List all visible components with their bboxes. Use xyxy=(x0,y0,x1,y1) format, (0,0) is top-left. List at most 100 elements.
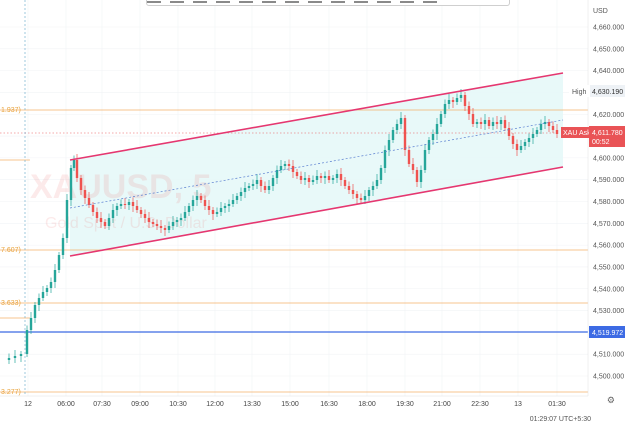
candle-body xyxy=(523,142,527,146)
candle-body xyxy=(343,180,347,186)
candle-body xyxy=(7,358,11,360)
candle-body xyxy=(435,124,439,134)
candle-body xyxy=(263,186,267,190)
price-tick-label: 4,510.000 xyxy=(593,352,624,359)
candle-body xyxy=(239,192,243,196)
time-axis[interactable] xyxy=(0,396,588,425)
candle-body xyxy=(455,98,459,102)
candle-body xyxy=(72,160,76,168)
candle-body xyxy=(503,120,507,128)
candle-body xyxy=(203,200,207,206)
candle-body xyxy=(395,124,399,130)
price-tick-label: 4,500.000 xyxy=(593,374,624,381)
high-value-badge xyxy=(590,85,625,97)
time-tick-label: 16:30 xyxy=(320,401,338,408)
candle-body xyxy=(41,292,45,298)
candle-body xyxy=(459,95,463,98)
candle-body xyxy=(551,126,555,130)
candle-body xyxy=(471,114,475,124)
price-tick-label: 4,600.000 xyxy=(593,155,624,162)
ask-label-badge xyxy=(561,127,590,138)
time-tick-label: 10:30 xyxy=(169,401,187,408)
candle-body xyxy=(403,118,407,150)
candle-body xyxy=(467,106,471,114)
candle-body xyxy=(115,206,119,210)
time-tick-label: 21:00 xyxy=(433,401,451,408)
candle-body xyxy=(371,186,375,190)
price-tick-label: 4,580.000 xyxy=(593,199,624,206)
time-tick-label: 06:00 xyxy=(57,401,75,408)
currency-label: USD xyxy=(593,8,608,15)
candle-body xyxy=(143,214,147,218)
candle-body xyxy=(303,178,307,180)
candle-body xyxy=(331,178,335,180)
candle-body xyxy=(519,146,523,150)
candle-body xyxy=(215,212,219,214)
candle-body xyxy=(131,202,135,206)
candle-body xyxy=(347,186,351,190)
candlestick-series[interactable] xyxy=(7,89,559,364)
price-tick-label: 4,650.000 xyxy=(593,46,624,53)
candle-body xyxy=(491,122,495,126)
high-value: 4,630.190 xyxy=(592,89,623,96)
candle-body xyxy=(191,200,195,206)
channel-lower-line[interactable] xyxy=(69,166,564,257)
candle-body xyxy=(463,95,467,106)
time-tick-label: 22:30 xyxy=(471,401,489,408)
channel-upper-line[interactable] xyxy=(69,72,564,161)
time-tick-label: 18:00 xyxy=(358,401,376,408)
candle-body xyxy=(83,190,87,198)
support-level-badge xyxy=(589,326,625,338)
candle-body xyxy=(227,204,231,206)
gear-icon[interactable]: ⚙ xyxy=(606,395,615,405)
candle-body xyxy=(259,180,263,186)
time-tick-label: 13:30 xyxy=(243,401,261,408)
price-tick-label: 4,620.000 xyxy=(593,112,624,119)
ask-price: 4,611.780 xyxy=(592,130,623,137)
candle-body xyxy=(155,224,159,226)
candle-body xyxy=(33,305,37,318)
candle-body xyxy=(223,206,227,208)
candle-body xyxy=(163,228,167,230)
candle-body xyxy=(447,100,451,104)
candle-body xyxy=(29,318,33,330)
candle-body xyxy=(339,174,343,180)
candle-body xyxy=(423,150,427,170)
candle-body xyxy=(13,356,17,358)
candle-body xyxy=(443,104,447,114)
candle-body xyxy=(391,130,395,140)
time-tick-label: 13 xyxy=(514,401,522,408)
candle-body xyxy=(207,206,211,210)
price-axis[interactable] xyxy=(588,0,625,425)
candle-body xyxy=(399,118,403,124)
candle-body xyxy=(79,178,83,190)
time-tick-label: 12 xyxy=(24,401,32,408)
candle-body xyxy=(535,130,539,134)
time-tick-label: 15:00 xyxy=(281,401,299,408)
candle-body xyxy=(295,172,299,176)
time-tick-label: 12:00 xyxy=(206,401,224,408)
candle-body xyxy=(555,130,559,134)
candle-body xyxy=(187,206,191,212)
level-label-3: 3.633) xyxy=(1,300,21,307)
candle-body xyxy=(107,218,111,226)
candle-body xyxy=(135,206,139,210)
price-tick-label: 4,660.000 xyxy=(593,25,624,32)
candle-body xyxy=(279,166,283,170)
candle-body xyxy=(539,124,543,130)
candle-body xyxy=(507,128,511,136)
candle-body xyxy=(123,204,127,205)
candle-body xyxy=(419,170,423,182)
candle-body xyxy=(37,298,41,305)
channel-median-line[interactable] xyxy=(69,119,564,209)
price-tick-label: 4,640.000 xyxy=(593,68,624,75)
candle-body xyxy=(19,354,23,356)
candle-body xyxy=(415,170,419,182)
candle-body xyxy=(291,166,295,172)
candle-body xyxy=(139,210,143,214)
time-axis-ticks: 12 06:00 07:30 09:00 10:30 12:00 13:30 15:00 16:… xyxy=(24,401,566,408)
clock-timezone[interactable]: 01:29:07 UTC+5:30 xyxy=(529,416,591,423)
candle-body xyxy=(527,138,531,142)
